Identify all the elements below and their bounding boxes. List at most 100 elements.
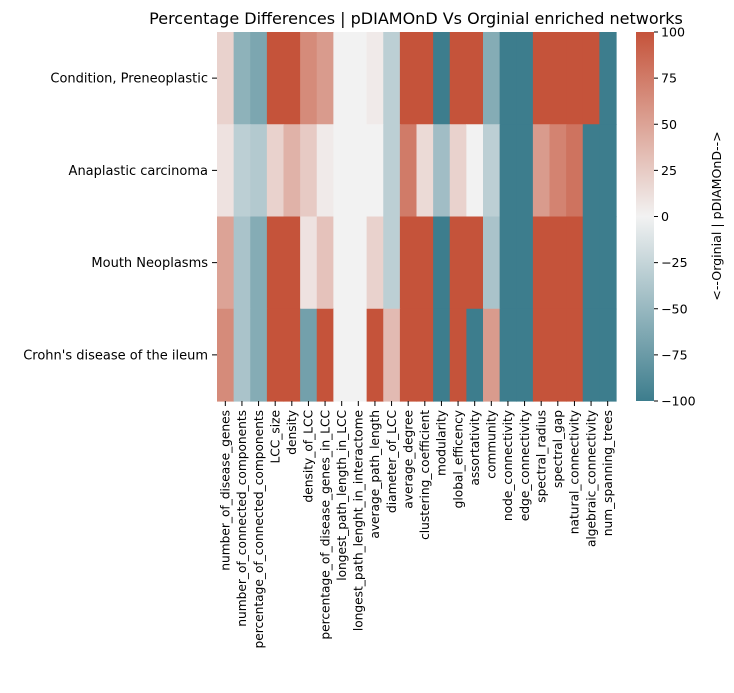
- heatmap-cell: [283, 32, 301, 125]
- heatmap-cell: [217, 124, 235, 218]
- colorbar-tick-label: −25: [661, 255, 688, 270]
- heatmap-cell: [499, 308, 517, 402]
- heatmap-cell: [399, 32, 418, 125]
- heatmap-cell: [582, 124, 600, 218]
- heatmap-cell: [483, 124, 501, 218]
- heatmap-cell: [366, 124, 384, 218]
- column-label: density_of_LCC: [302, 410, 316, 502]
- heatmap-cell: [416, 216, 434, 310]
- heatmap-cell: [582, 308, 600, 402]
- heatmap-cell: [350, 124, 368, 218]
- column-label: number_of_connected_components: [235, 410, 249, 627]
- column-label: num_spanning_trees: [601, 410, 615, 536]
- heatmap-cell: [483, 308, 501, 402]
- heatmap-cell: [399, 216, 418, 310]
- heatmap-cell: [366, 32, 384, 125]
- column-label: spectral_radius: [534, 410, 548, 503]
- column-label: edge_connectivity: [518, 410, 532, 521]
- column-label: number_of_disease_genes: [219, 410, 233, 571]
- heatmap-cell: [549, 32, 567, 125]
- column-label: node_connectivity: [501, 410, 515, 521]
- heatmap-cell: [582, 216, 600, 310]
- heatmap-cell: [266, 124, 285, 218]
- heatmap-cell: [516, 124, 534, 218]
- heatmap-cell: [283, 216, 301, 310]
- heatmap-cell: [516, 216, 534, 310]
- heatmap-cell: [532, 124, 551, 218]
- heatmap-cell: [250, 32, 268, 125]
- heatmap-cell: [599, 308, 617, 402]
- heatmap-cell: [333, 124, 351, 218]
- heatmap-cell: [333, 32, 351, 125]
- heatmap-cell: [532, 32, 551, 125]
- heatmap-cell: [466, 216, 484, 310]
- row-label: Crohn's disease of the ileum: [23, 348, 208, 363]
- heatmap-cell: [300, 308, 318, 402]
- heatmap-cell: [300, 32, 318, 125]
- heatmap-cell: [399, 124, 418, 218]
- heatmap-cell: [350, 32, 368, 125]
- column-label: longest_path_lenght_in_interactome: [352, 410, 366, 631]
- heatmap-cell: [532, 216, 551, 310]
- heatmap-cell: [416, 32, 434, 125]
- heatmap-cell: [499, 124, 517, 218]
- column-label: LCC_size: [268, 410, 282, 464]
- heatmap-cell: [366, 216, 384, 310]
- heatmap-cell: [499, 32, 517, 125]
- heatmap-cell: [416, 124, 434, 218]
- heatmap-cell: [283, 308, 301, 402]
- heatmap-cell: [383, 216, 401, 310]
- colorbar-ticks: 100 75 50 25 0 −25 −50 −75 −100: [654, 25, 696, 409]
- heatmap-cell: [516, 308, 534, 402]
- heatmap-cell: [217, 216, 235, 310]
- heatmap-cell: [449, 308, 467, 402]
- heatmap-cell: [566, 124, 584, 218]
- heatmap-cell: [266, 32, 285, 125]
- column-label: clustering_coefficient: [418, 410, 432, 540]
- heatmap-cell: [250, 216, 268, 310]
- column-label: longest_path_length_in_LCC: [335, 410, 349, 581]
- row-label: Mouth Neoplasms: [91, 256, 208, 271]
- heatmap-cell: [433, 308, 451, 402]
- heatmap-cell: [433, 124, 451, 218]
- heatmap-cell: [217, 308, 235, 402]
- row-labels: Condition, Preneoplastic Anaplastic carci…: [23, 72, 217, 363]
- heatmap-cell: [383, 308, 401, 402]
- heatmap-cells: [217, 32, 617, 402]
- column-labels: number_of_disease_genes number_of_connect…: [219, 401, 615, 649]
- heatmap-cell: [350, 216, 368, 310]
- heatmap-cell: [233, 124, 251, 218]
- colorbar-label: <--Orginial | pDIAMOnD-->: [709, 131, 724, 300]
- heatmap-cell: [466, 124, 484, 218]
- colorbar: [636, 32, 654, 401]
- heatmap-cell: [383, 124, 401, 218]
- heatmap-cell: [433, 32, 451, 125]
- heatmap-cell: [233, 216, 251, 310]
- row-label: Anaplastic carcinoma: [69, 164, 208, 179]
- heatmap-cell: [599, 216, 617, 310]
- heatmap-cell: [532, 308, 551, 402]
- colorbar-tick-label: −75: [661, 347, 688, 362]
- column-label: spectral_gap: [551, 410, 565, 488]
- heatmap-cell: [283, 124, 301, 218]
- heatmap-cell: [316, 124, 334, 218]
- heatmap-cell: [449, 124, 467, 218]
- heatmap-cell: [316, 32, 334, 125]
- column-label: modularity: [435, 410, 449, 476]
- heatmap-cell: [599, 32, 617, 125]
- column-label: percentage_of_connected_components: [252, 410, 266, 649]
- heatmap-cell: [416, 308, 434, 402]
- heatmap-cell: [582, 32, 600, 125]
- colorbar-tick-label: 0: [661, 209, 669, 224]
- heatmap-cell: [566, 216, 584, 310]
- heatmap-cell: [466, 308, 484, 402]
- heatmap-cell: [217, 32, 235, 125]
- heatmap-cell: [266, 216, 285, 310]
- heatmap-cell: [499, 216, 517, 310]
- heatmap-cell: [316, 216, 334, 310]
- heatmap-cell: [449, 216, 467, 310]
- heatmap-cell: [383, 32, 401, 125]
- heatmap-cell: [483, 32, 501, 125]
- colorbar-tick-label: 75: [661, 71, 677, 86]
